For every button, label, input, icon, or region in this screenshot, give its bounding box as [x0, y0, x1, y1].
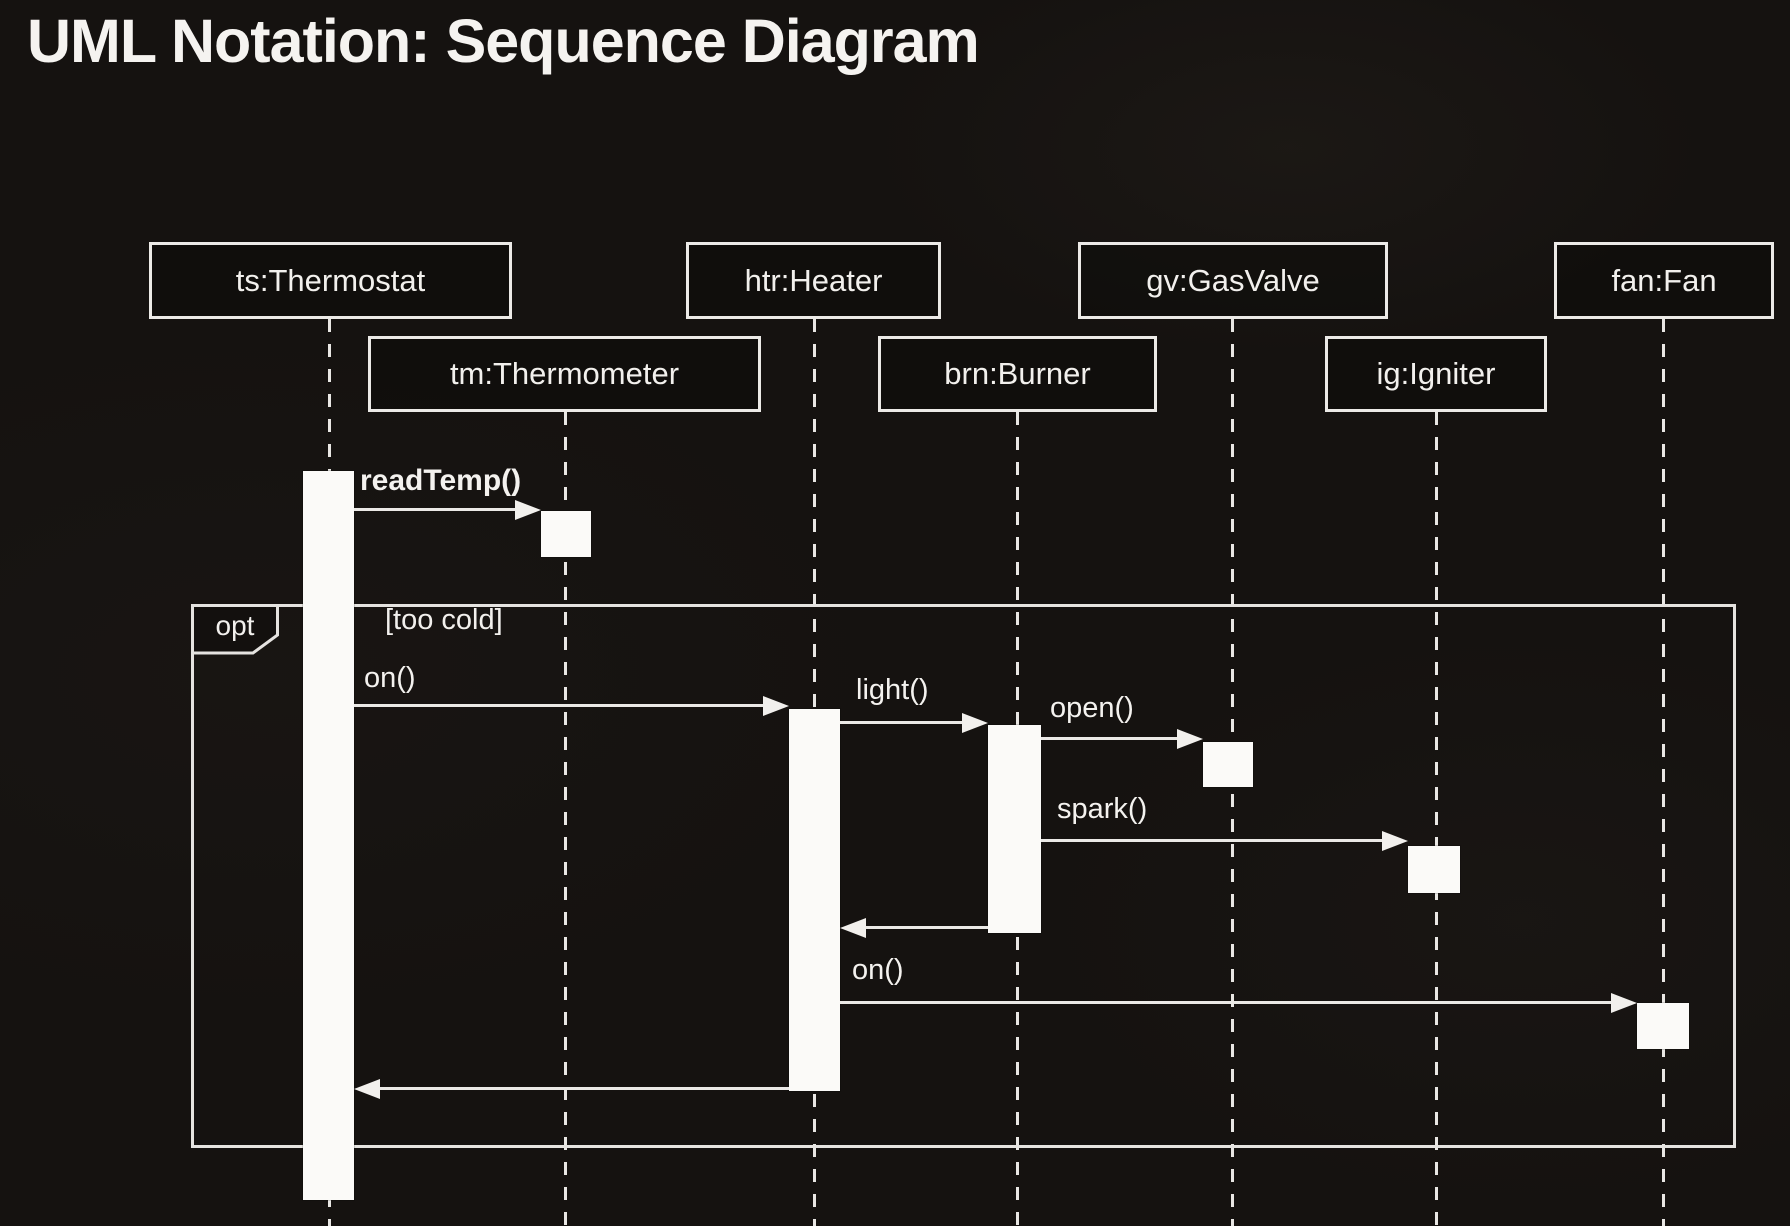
- opt-fragment-tab: [191, 604, 279, 655]
- activation-brn: [988, 725, 1041, 933]
- activation-gv: [1203, 742, 1253, 787]
- message-on-fan-arrowhead-icon: [1611, 993, 1637, 1013]
- head-box-ig: ig:Igniter: [1325, 336, 1547, 412]
- activation-fan: [1637, 1003, 1689, 1049]
- message-return-htr-ts-line: [376, 1087, 789, 1090]
- message-open-arrowhead-icon: [1177, 729, 1203, 749]
- activation-tm: [541, 511, 591, 557]
- head-label-ig: ig:Igniter: [1376, 356, 1496, 391]
- message-spark-arrowhead-icon: [1382, 831, 1408, 851]
- message-on-fan-label: on(): [852, 954, 904, 986]
- message-on-label: on(): [364, 662, 416, 694]
- message-open-label: open(): [1050, 692, 1134, 724]
- opt-operator-label: opt: [215, 610, 255, 641]
- head-label-htr: htr:Heater: [744, 262, 883, 298]
- page-title: UML Notation: Sequence Diagram: [27, 7, 980, 75]
- opt-fragment-frame: [191, 604, 1736, 1148]
- head-box-fan: fan:Fan: [1554, 242, 1774, 319]
- guard-label: [too cold]: [385, 604, 503, 636]
- message-return-brn-htr-arrowhead-icon: [840, 918, 866, 938]
- head-label-fan: fan:Fan: [1611, 262, 1717, 298]
- head-label-gv: gv:GasValve: [1146, 262, 1320, 298]
- message-on-fan-line: [840, 1001, 1615, 1004]
- message-open-line: [1041, 737, 1181, 740]
- lifeline-tm: [564, 412, 567, 1226]
- head-box-tm: tm:Thermometer: [368, 336, 761, 412]
- head-label-brn: brn:Burner: [944, 356, 1091, 391]
- head-label-ts: ts:Thermostat: [235, 262, 426, 298]
- head-box-htr: htr:Heater: [686, 242, 941, 319]
- activation-htr: [789, 709, 840, 1091]
- lifeline-ig: [1435, 412, 1438, 1226]
- activation-ts: [303, 471, 354, 1200]
- head-box-brn: brn:Burner: [878, 336, 1157, 412]
- message-readtemp-label: readTemp(): [360, 464, 522, 497]
- message-light-line: [840, 721, 966, 724]
- message-on-arrowhead-icon: [763, 696, 789, 716]
- message-return-brn-htr-line: [862, 926, 988, 929]
- activation-ig: [1408, 846, 1460, 893]
- message-on-line: [354, 704, 767, 707]
- message-spark-line: [1041, 839, 1386, 842]
- message-light-arrowhead-icon: [962, 713, 988, 733]
- message-readtemp-line: [354, 508, 519, 511]
- lifeline-fan: [1662, 319, 1665, 1226]
- head-label-tm: tm:Thermometer: [449, 356, 680, 391]
- message-spark-label: spark(): [1057, 793, 1148, 825]
- message-return-htr-ts-arrowhead-icon: [354, 1079, 380, 1099]
- head-box-gv: gv:GasValve: [1078, 242, 1388, 319]
- message-readtemp-arrowhead-icon: [515, 500, 541, 520]
- message-light-label: light(): [856, 674, 929, 706]
- head-box-ts: ts:Thermostat: [149, 242, 512, 319]
